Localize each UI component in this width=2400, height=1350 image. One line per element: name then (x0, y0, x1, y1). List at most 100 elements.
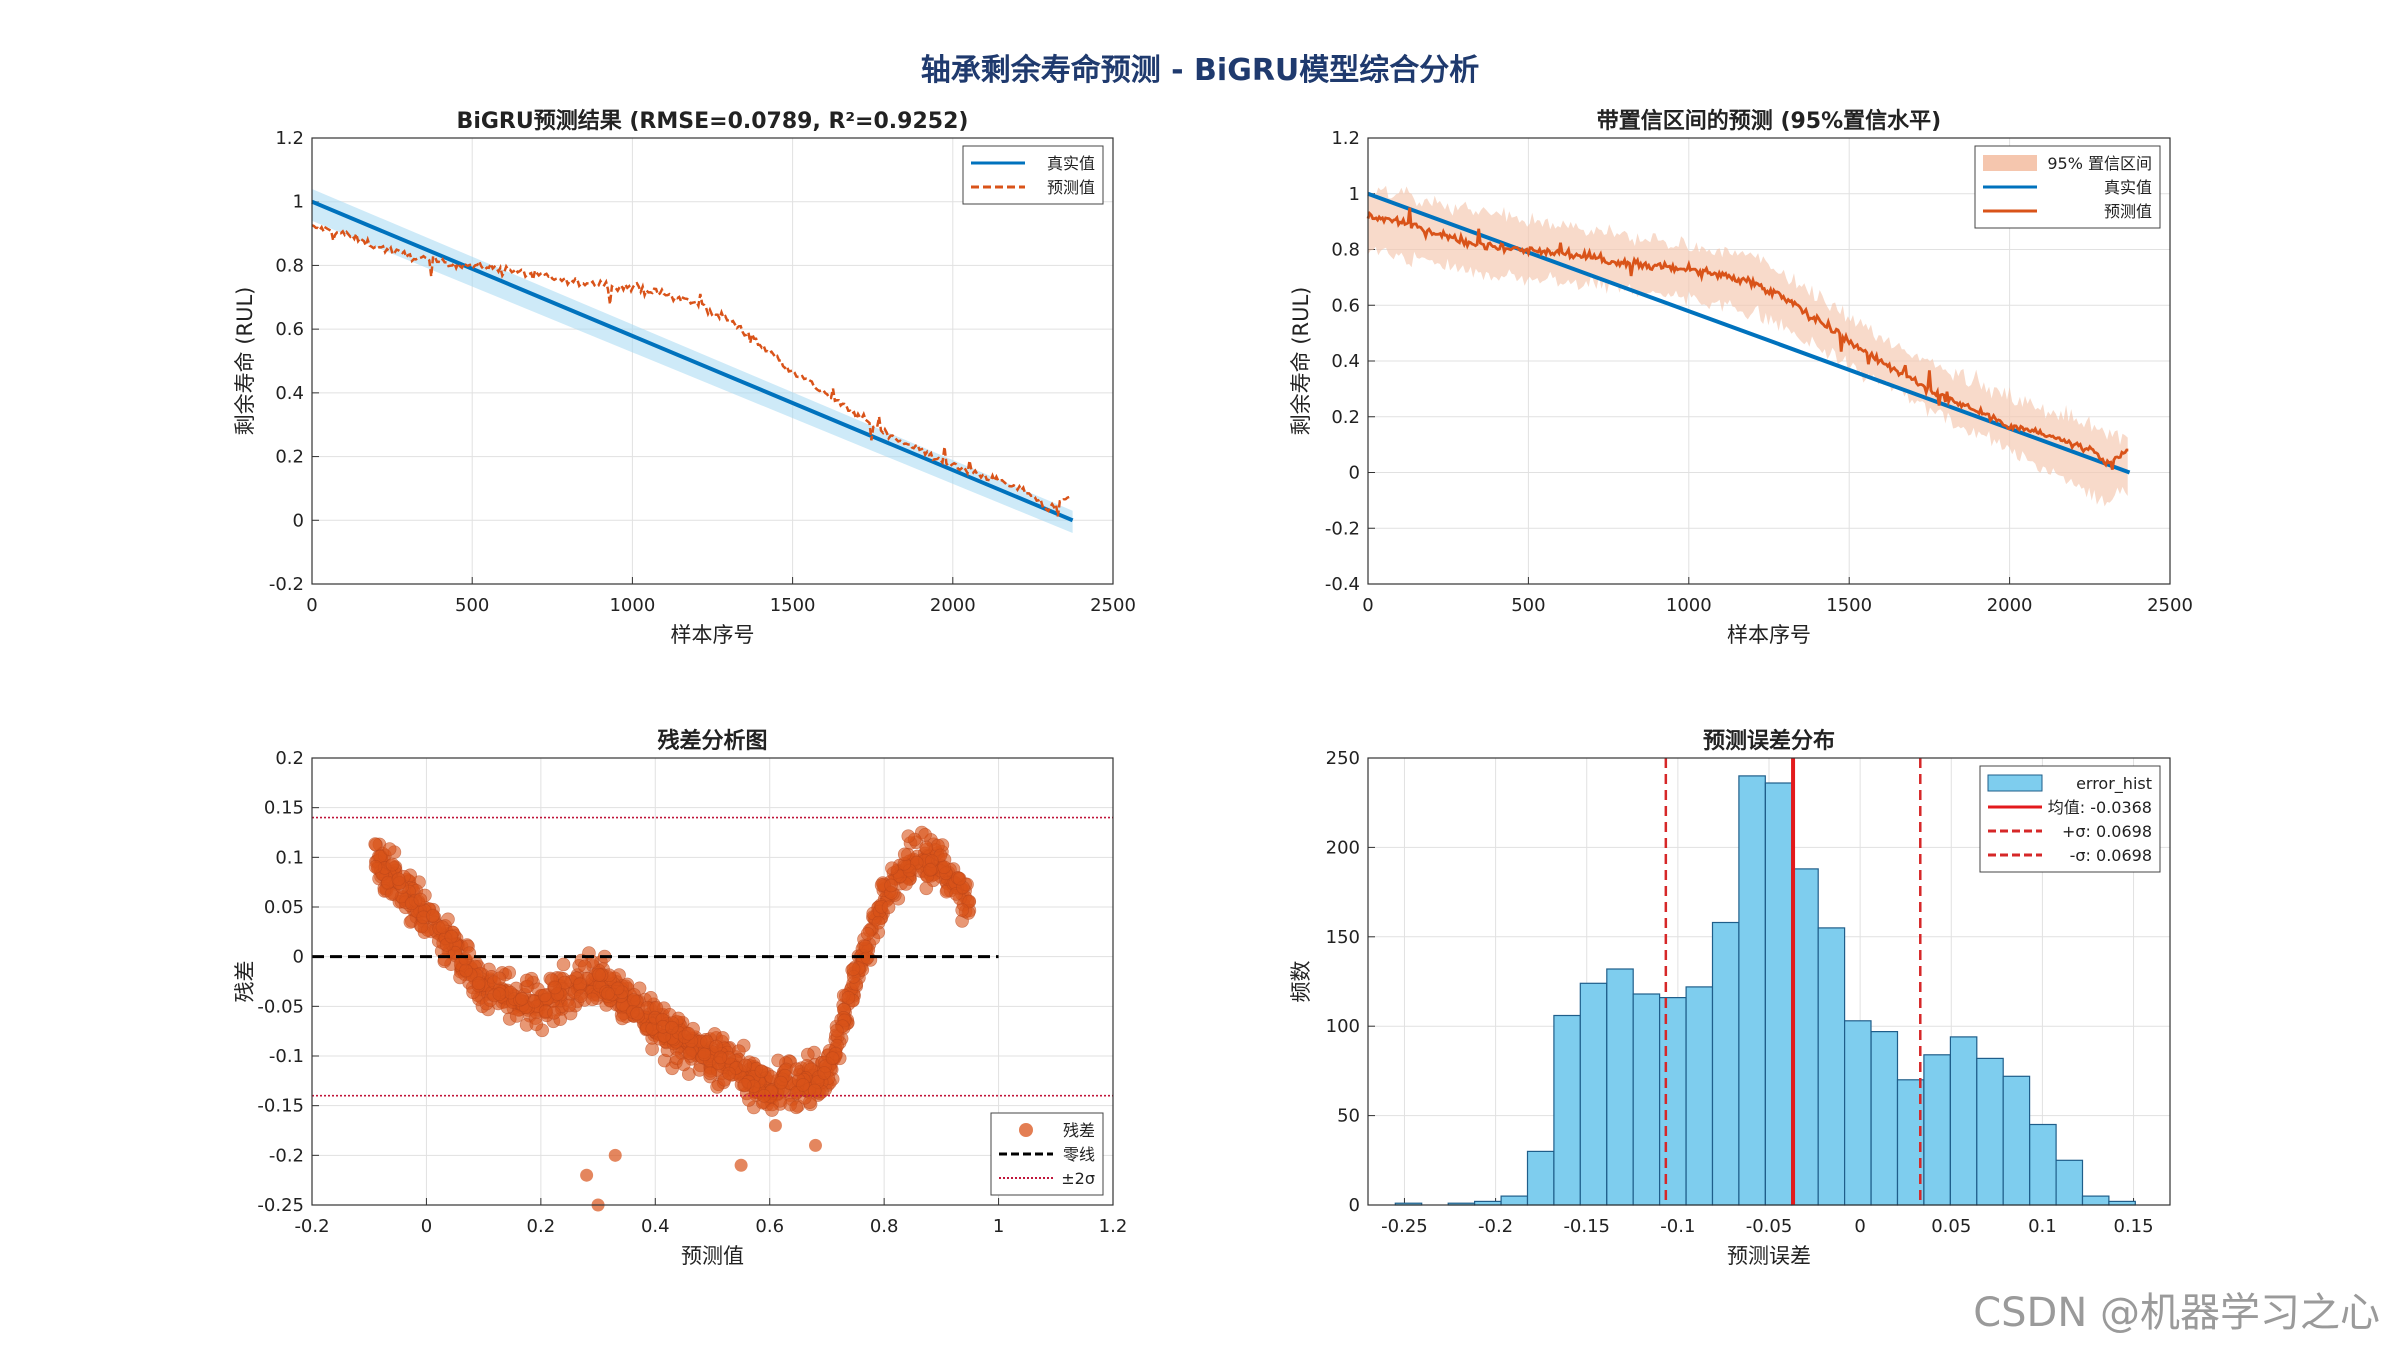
residual-outlier (580, 1168, 594, 1182)
y-tick-label: 0 (293, 510, 304, 531)
y-tick-label: 0 (293, 947, 304, 968)
residual-point (742, 1093, 756, 1107)
histogram-bar (1764, 782, 1793, 1206)
histogram-bar (1923, 1054, 1951, 1206)
x-tick-label: 0.15 (2114, 1216, 2154, 1237)
y-tick-label: 0.2 (275, 748, 304, 769)
residual-point (846, 962, 861, 976)
residual-point (573, 989, 588, 1003)
legend-label: 95% 置信区间 (2047, 154, 2152, 173)
x-tick-label: 0 (421, 1216, 432, 1237)
legend-label: -σ: 0.0698 (2070, 846, 2152, 865)
legend-swatch (1019, 1123, 1033, 1137)
residual-point (858, 939, 873, 954)
chart-p2: 0 500 1000 1500 2000 2500 -0.4 -0.2 0 0.2 0.4 0.6 0.… (1289, 108, 2193, 647)
x-tick-label: 2000 (1987, 595, 2033, 616)
residual-point (789, 1062, 804, 1076)
histogram-bar (1685, 986, 1714, 1206)
x-tick-label: 0.2 (527, 1216, 556, 1237)
legend-swatch (1983, 155, 2037, 171)
histogram-bar (2055, 1159, 2084, 1206)
legend-swatch (1987, 774, 2043, 792)
residual-point (537, 988, 552, 1003)
histogram-bar (1553, 1014, 1581, 1206)
legend-label: +σ: 0.0698 (2062, 822, 2152, 841)
x-tick-label: -0.15 (1563, 1216, 1610, 1237)
y-tick-label: -0.05 (257, 996, 304, 1017)
chart-title: 预测误差分布 (1703, 728, 1835, 754)
x-tick-label: 1500 (770, 595, 816, 616)
histogram-bar (1632, 993, 1661, 1206)
x-tick-label: 2000 (930, 595, 976, 616)
axes-frame (311, 757, 1114, 1206)
y-tick-label: 0.4 (275, 383, 304, 404)
residual-point (737, 1078, 752, 1092)
y-tick-label: 0.2 (275, 447, 304, 468)
series-pred-line (311, 224, 1072, 517)
plot-area (312, 758, 1113, 1205)
residual-points (368, 825, 977, 1212)
x-tick-label: 0.6 (755, 1216, 784, 1237)
residual-point (713, 1050, 728, 1065)
series-pred-line (1366, 207, 2129, 470)
x-tick-label: 0 (1854, 1216, 1865, 1237)
histogram-bar (1949, 1036, 1978, 1206)
y-tick-label: 0 (1349, 463, 1360, 484)
x-tick-label: -0.2 (1478, 1216, 1513, 1237)
legend-label: 均值: -0.0368 (2048, 798, 2152, 817)
histogram-bar (1526, 1150, 1555, 1206)
y-tick-label: -0.25 (257, 1195, 304, 1216)
histogram-bar (2029, 1123, 2057, 1206)
residual-point (738, 1058, 753, 1073)
chart-p4: -0.25 -0.2 -0.15 -0.1 -0.05 0 0.05 0.1 0.15 0 50 10… (1289, 728, 2171, 1268)
x-tick-label: 1 (993, 1216, 1004, 1237)
residual-point (562, 998, 577, 1013)
histogram-bar (1817, 927, 1846, 1206)
residual-point (952, 871, 967, 886)
x-tick-label: 0 (306, 595, 317, 616)
axes-frame (1367, 137, 2171, 585)
residual-point (676, 1057, 691, 1072)
y-tick-label: 1.2 (275, 128, 304, 149)
residual-point (789, 1100, 804, 1115)
plot-marks (1366, 185, 2131, 507)
y-tick-label: 100 (1326, 1016, 1360, 1037)
residual-point (774, 1075, 788, 1090)
chart-title: 残差分析图 (657, 728, 767, 754)
residual-point (884, 878, 898, 893)
residual-point (697, 1047, 712, 1062)
y-tick-label: 0.05 (264, 897, 304, 918)
histogram-bar (1843, 1020, 1872, 1206)
y-tick-label: 0.4 (1331, 351, 1360, 372)
x-axis-label: 样本序号 (1727, 623, 1811, 647)
x-tick-label: -0.2 (294, 1216, 329, 1237)
x-tick-label: -0.05 (1746, 1216, 1793, 1237)
residual-point (681, 1026, 696, 1041)
residual-point (519, 973, 534, 988)
legend-label: 残差 (1063, 1121, 1095, 1140)
residual-point (368, 859, 383, 874)
residual-outlier (734, 1158, 748, 1172)
residual-point (937, 860, 952, 875)
residual-point (413, 892, 428, 907)
plot-marks (312, 816, 1113, 1212)
legend-box (962, 145, 1104, 205)
y-tick-label: -0.15 (257, 1096, 304, 1117)
legend-label: ±2σ (1061, 1169, 1095, 1188)
residual-point (385, 857, 400, 872)
residual-point (630, 1006, 644, 1021)
residual-point (881, 900, 896, 915)
residual-point (615, 1011, 630, 1026)
chart-title: 带置信区间的预测 (95%置信水平) (1597, 108, 1941, 134)
residual-point (722, 1066, 736, 1081)
histogram-bar (1738, 775, 1766, 1206)
histogram-bar (1606, 968, 1634, 1206)
residual-point (601, 986, 615, 1001)
histogram-bar (1711, 921, 1740, 1206)
figure-title: 轴承剩余寿命预测 - BiGRU模型综合分析 (921, 53, 1480, 88)
histogram-bar (1870, 1030, 1899, 1206)
x-axis-label: 样本序号 (671, 623, 755, 647)
residual-point (573, 977, 587, 992)
x-tick-label: 2500 (1090, 595, 1136, 616)
